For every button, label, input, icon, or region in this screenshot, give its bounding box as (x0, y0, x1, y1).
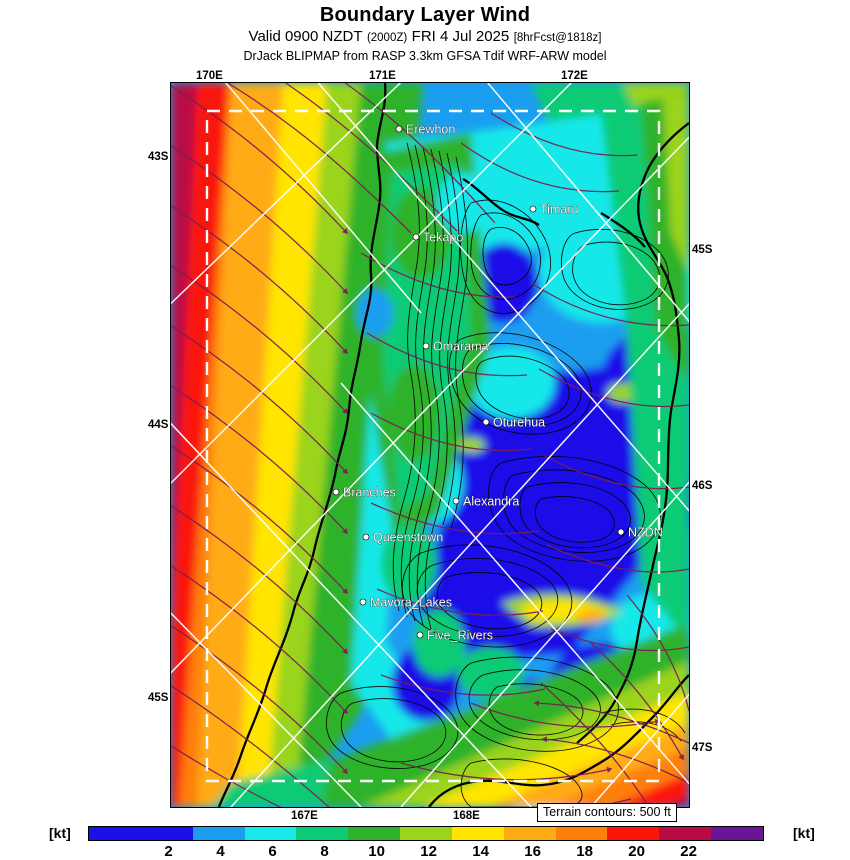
valid-time: Valid 0900 NZDT (248, 28, 363, 45)
colorbar-tick: 4 (216, 843, 225, 860)
title-block: Boundary Layer Wind Valid 0900 NZDT (200… (0, 0, 850, 64)
place-label: Five_Rivers (427, 629, 493, 643)
colorbar-swatch (711, 827, 763, 840)
colorbar-swatch (659, 827, 712, 840)
place-label: Oturehua (493, 416, 545, 430)
lat-label-right: 46S (692, 480, 713, 492)
valid-time-utc: (2000Z) (366, 32, 408, 44)
colorbar-swatch (348, 827, 401, 840)
colorbar-swatch (89, 827, 141, 840)
colorbar-swatch (503, 827, 556, 840)
place-label: Erewhon (406, 123, 455, 137)
colorbar-swatch (555, 827, 608, 840)
place-label: Omarama (433, 340, 489, 354)
colorbar-swatch (192, 827, 245, 840)
place-label: Branches (343, 486, 396, 500)
map-canvas: Erewhon Timaru Tekapo Omarama Oturehua Branch… (171, 83, 689, 807)
place-marker (529, 205, 537, 213)
lon-label-top: 170E (196, 70, 223, 82)
colorbar-swatch (244, 827, 297, 840)
place-marker (332, 488, 340, 496)
place-marker (452, 497, 460, 505)
lon-label-bottom: 167E (291, 810, 318, 822)
colorbar-tick: 18 (576, 843, 593, 860)
colorbar-swatches (88, 826, 764, 841)
wind-map-plot: Erewhon Timaru Tekapo Omarama Oturehua Branch… (170, 82, 690, 808)
valid-time-line: Valid 0900 NZDT (2000Z) FRI 4 Jul 2025 [… (0, 27, 850, 48)
domain-box (205, 109, 661, 783)
colorbar-tick: 12 (420, 843, 437, 860)
model-source: DrJack BLIPMAP from RASP 3.3km GFSA Tdif… (243, 49, 607, 63)
colorbar-tick: 16 (524, 843, 541, 860)
lon-label-top: 172E (561, 70, 588, 82)
place-marker (362, 533, 370, 541)
place-label: Mavora_Lakes (370, 596, 452, 610)
colorbar-tick: 8 (320, 843, 329, 860)
forecast-hour: [8hrFcst@1818z] (513, 32, 602, 44)
lon-label-bottom: 168E (453, 810, 480, 822)
lat-label-right: 47S (692, 742, 713, 754)
colorbar-swatch (451, 827, 504, 840)
colorbar-tick: 6 (268, 843, 277, 860)
place-label: NZDN (628, 526, 663, 540)
wind-streamlines (171, 83, 689, 807)
page-title: Boundary Layer Wind (319, 4, 531, 26)
lat-label-left: 45S (148, 692, 169, 704)
colorbar-unit-right: [kt] (793, 825, 815, 841)
wind-speed-colorbar: [kt] [kt] 2 4 6 8 10 12 14 16 18 20 22 (0, 824, 850, 860)
colorbar-swatch (140, 827, 193, 840)
place-marker (422, 342, 430, 350)
place-marker (617, 528, 625, 536)
colorbar-unit-left: [kt] (49, 825, 71, 841)
wind-speed-field (171, 83, 689, 807)
place-label: Timaru (540, 203, 578, 217)
colorbar-tick: 22 (680, 843, 697, 860)
colorbar-tick: 10 (368, 843, 385, 860)
place-marker (482, 418, 490, 426)
place-marker (395, 125, 403, 133)
place-marker (416, 631, 424, 639)
lon-label-top: 171E (369, 70, 396, 82)
lat-label-left: 44S (148, 419, 169, 431)
place-marker (412, 233, 420, 241)
colorbar-tick: 20 (628, 843, 645, 860)
terrain-contour-legend: Terrain contours: 500 ft (537, 803, 677, 822)
graticule (171, 83, 689, 807)
colorbar-swatch (400, 827, 452, 840)
colorbar-swatch (607, 827, 660, 840)
place-labels: Erewhon Timaru Tekapo Omarama Oturehua Branch… (332, 122, 663, 643)
lat-label-right: 45S (692, 244, 713, 256)
valid-date: FRI 4 Jul 2025 (411, 28, 510, 45)
place-label: Tekapo (423, 231, 463, 245)
lat-label-left: 43S (148, 151, 169, 163)
colorbar-tick: 2 (164, 843, 173, 860)
colorbar-swatch (296, 827, 349, 840)
colorbar-tick: 14 (472, 843, 489, 860)
place-label: Alexandra (463, 495, 519, 509)
place-marker (359, 598, 367, 606)
place-label: Queenstown (373, 531, 443, 545)
